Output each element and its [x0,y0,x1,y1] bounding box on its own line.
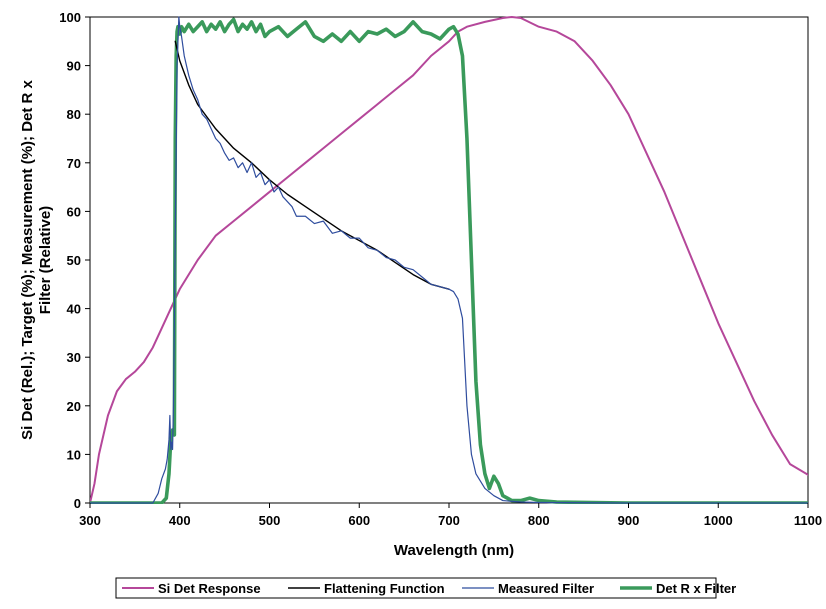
x-tick-label: 1100 [794,513,822,528]
x-tick-label: 600 [348,513,370,528]
y-tick-label: 30 [67,350,81,365]
y-tick-label: 20 [67,399,81,414]
y-tick-label: 90 [67,59,81,74]
x-tick-label: 800 [528,513,550,528]
x-tick-label: 400 [169,513,191,528]
legend-label-measured-filter: Measured Filter [498,581,594,596]
series-line-flattening-function [174,40,450,290]
legend-label-det-r-x-filter: Det R x Filter [656,581,736,596]
x-tick-label: 1000 [704,513,733,528]
y-tick-label: 100 [59,10,81,25]
y-tick-label: 50 [67,253,81,268]
x-tick-label: 900 [618,513,640,528]
x-tick-label: 500 [259,513,281,528]
y-axis-title-line-1: Si Det (Rel.); Target (%); Measurement (… [19,79,36,439]
legend-label-flattening-function: Flattening Function [324,581,445,596]
x-tick-label: 300 [79,513,101,528]
series-line-si-det-response [90,16,808,504]
x-tick-label: 700 [438,513,460,528]
y-tick-label: 40 [67,302,81,317]
y-tick-label: 60 [67,204,81,219]
y-tick-label: 0 [74,496,81,511]
series-line-measured-filter [90,16,808,504]
y-tick-label: 10 [67,447,81,462]
legend: Si Det Response Flattening Function Measur… [115,577,736,599]
y-axis-title: Si Det (Rel.); Target (%); Measurement (… [19,79,54,439]
legend-box [115,577,717,599]
legend-label-si-det-response: Si Det Response [158,581,261,596]
y-tick-label: 70 [67,156,81,171]
y-axis-title-line-2: Filter (Relative) [37,206,54,314]
plot-area [89,16,809,504]
y-axis: 0 10 20 30 40 50 60 70 80 90 100 [59,10,90,511]
x-axis-title: Wavelength (nm) [394,542,514,559]
x-axis: 300 400 500 600 700 800 900 1000 1100 [79,503,822,528]
y-tick-label: 80 [67,107,81,122]
